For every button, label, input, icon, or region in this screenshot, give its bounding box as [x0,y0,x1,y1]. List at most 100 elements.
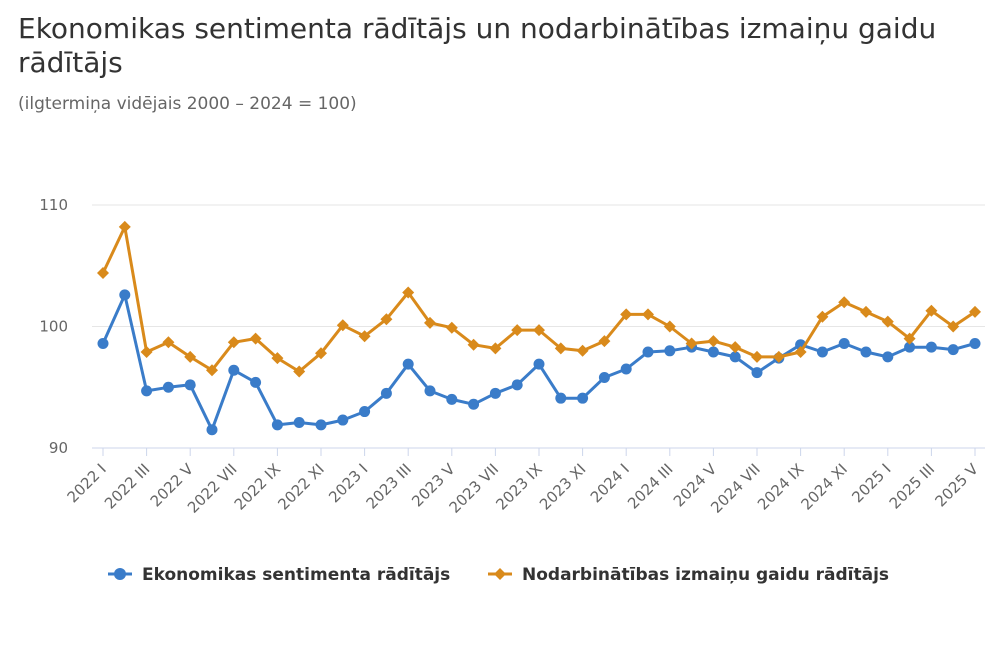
data-point[interactable] [860,346,872,358]
data-point[interactable] [118,220,131,233]
data-point[interactable] [467,338,480,351]
data-point[interactable] [947,344,959,356]
x-tick-label: 2022 XI [274,460,327,513]
series-layer [97,220,981,436]
data-point[interactable] [336,319,349,332]
data-point[interactable] [729,351,741,363]
data-point[interactable] [184,379,196,391]
data-point[interactable] [969,305,981,318]
data-point[interactable] [228,364,240,376]
data-point[interactable] [598,372,610,384]
data-point[interactable] [533,324,545,337]
x-tick-label: 2024 III [624,460,676,512]
data-point[interactable] [315,347,327,360]
data-point[interactable] [162,381,174,393]
data-point[interactable] [358,330,371,343]
data-point[interactable] [533,358,545,370]
data-point[interactable] [227,336,240,349]
x-tick-label: 2023 XI [536,460,589,513]
data-point[interactable] [751,367,763,379]
data-point[interactable] [468,398,480,410]
legend-item-1[interactable]: Ekonomikas sentimenta rādītājs [108,565,450,585]
data-point[interactable] [206,424,218,436]
data-point[interactable] [162,336,175,349]
data-point[interactable] [424,385,436,397]
legend[interactable]: Ekonomikas sentimenta rādītājs Nodarbināt… [108,565,889,585]
data-point[interactable] [97,267,109,280]
data-point[interactable] [620,363,632,375]
data-point[interactable] [576,344,589,357]
data-point[interactable] [359,406,371,418]
data-point[interactable] [250,376,262,388]
data-point[interactable] [882,351,894,363]
data-point[interactable] [119,289,131,301]
x-tick-label: 2024 IX [754,460,807,513]
data-point[interactable] [293,416,305,428]
data-point[interactable] [707,346,719,358]
data-point[interactable] [337,414,349,426]
data-point[interactable] [838,338,850,350]
data-point[interactable] [642,346,654,358]
data-point[interactable] [729,341,742,354]
data-point[interactable] [402,358,414,370]
legend-label: Nodarbinātības izmaiņu gaidu rādītājs [522,565,889,585]
data-point[interactable] [772,350,785,363]
data-point[interactable] [969,338,981,350]
data-point[interactable] [685,337,698,350]
data-point[interactable] [184,350,197,363]
data-point[interactable] [140,346,153,359]
data-point[interactable] [402,286,415,299]
data-point[interactable] [489,387,501,399]
legend-marker [114,568,126,580]
data-point[interactable] [925,304,938,317]
data-point[interactable] [511,379,523,391]
data-point[interactable] [249,332,262,345]
chart-subtitle: (ilgtermiņa vidējais 2000 – 2024 = 100) [18,94,357,114]
data-point[interactable] [816,310,829,323]
data-point[interactable] [380,387,392,399]
data-point[interactable] [816,346,828,358]
data-point[interactable] [380,313,393,326]
data-point[interactable] [707,335,720,348]
data-point[interactable] [445,321,458,334]
data-point[interactable] [555,392,567,404]
x-tick-label: 2025 III [886,460,938,512]
data-point[interactable] [663,320,676,333]
y-tick-label: 100 [39,318,68,336]
data-point[interactable] [860,305,872,318]
data-point[interactable] [206,364,218,377]
data-point[interactable] [925,341,937,353]
data-point[interactable] [642,308,654,321]
legend-marker [494,568,506,580]
data-point[interactable] [489,342,502,355]
data-point[interactable] [838,296,851,309]
x-tick-label: 2022 IX [231,460,284,513]
series-1 [97,289,981,436]
data-point[interactable] [424,316,436,329]
data-point[interactable] [293,365,306,378]
data-point[interactable] [446,393,458,405]
data-point[interactable] [97,338,109,350]
data-point[interactable] [664,345,676,357]
y-axis: 90 100 110 [39,196,68,457]
data-point[interactable] [141,385,153,397]
data-point[interactable] [881,315,894,328]
chart-title: Ekonomikas sentimenta rādītājs un nodarb… [18,12,937,79]
legend-item-2[interactable]: Nodarbinātības izmaiņu gaidu rādītājs [488,565,889,585]
data-point[interactable] [271,352,284,365]
data-point[interactable] [511,324,524,337]
data-point[interactable] [620,308,633,321]
data-point[interactable] [903,332,916,345]
data-point[interactable] [947,320,960,333]
data-point[interactable] [904,341,916,353]
x-tick-label: 2023 IX [492,460,545,513]
data-point[interactable] [271,419,283,431]
data-point[interactable] [751,350,763,363]
data-point[interactable] [554,342,567,355]
data-point[interactable] [794,346,807,359]
data-point[interactable] [598,335,611,348]
data-point[interactable] [315,419,327,431]
data-point[interactable] [577,392,589,404]
